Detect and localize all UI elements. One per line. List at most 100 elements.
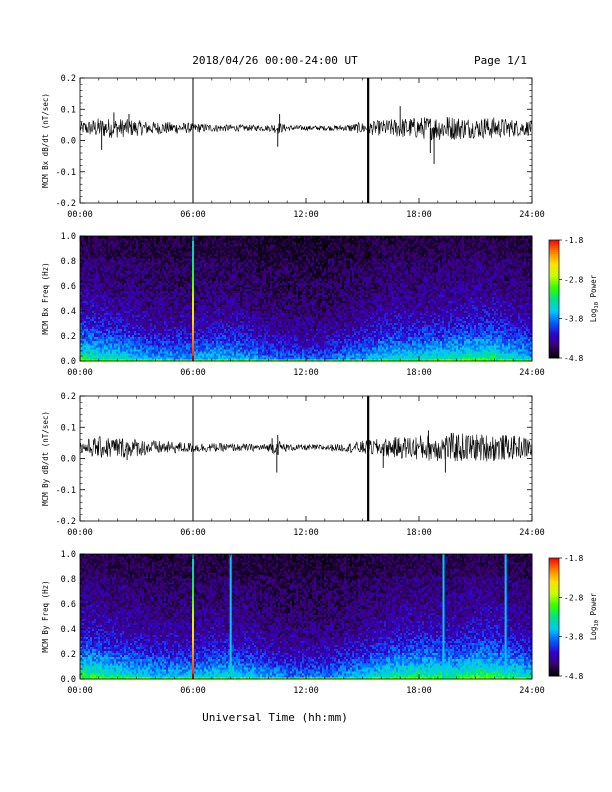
spectrogram-cell [156,282,159,285]
spectrogram-cell [120,286,123,289]
spectrogram-cell [138,246,141,249]
spectrogram-cell [86,354,89,358]
spectrogram-cell [104,304,107,307]
spectrogram-cell [104,286,107,289]
spectrogram-cell [104,272,107,275]
spectrogram-cells [80,236,533,362]
panels-container: 00:00 06:00 12:00 18:00 24:000.20.10.0-0.1-0… [41,74,600,696]
spectrogram-cell [154,304,157,307]
spectrogram-cell [154,276,157,279]
spectrogram-cell [154,322,157,326]
spectrogram-cell [122,296,125,299]
spectrogram-cell [168,258,171,261]
spectrogram-cell [110,246,113,249]
spectrogram-cell [110,292,113,295]
spectrogram-cell [162,258,165,261]
spectrogram-cell [154,238,157,241]
spectrogram-cell [134,356,137,360]
spectrogram-cell [138,320,141,324]
spectrogram-cell [94,292,97,295]
spectrogram-cell [166,280,169,283]
spectrogram-cell [118,246,121,249]
spectrogram-cell [156,306,159,309]
spectrogram-cell [160,304,163,307]
spectrogram-cell [152,236,155,239]
spectrogram-cell [156,288,159,291]
spectrogram-cell [114,338,117,342]
spectrogram-cell [154,318,157,322]
spectrogram-cell [150,336,153,340]
spectrogram-cell [82,254,85,257]
spectrogram-cell [158,306,161,309]
spectrogram-cell [134,358,137,362]
spectrogram-cell [134,272,137,275]
spectrogram-cell [86,288,89,291]
spectrogram-cell [150,356,153,360]
spectrogram-cell [152,304,155,307]
spectrogram-cell [96,292,99,295]
spectrogram-cell [120,340,123,344]
spectrogram-cell [80,260,83,263]
spectrogram-cell [120,248,123,251]
spectrogram-cell [140,308,143,311]
spectrogram-cell [110,304,113,307]
spectrogram-cell [156,358,159,362]
spectrogram-cell [92,292,95,295]
spectrogram-cell [90,308,93,311]
spectrogram-cell [110,294,113,297]
spectrogram-cell [144,322,147,326]
spectrogram-cell [136,284,139,287]
spectrogram-cell [168,314,171,318]
spectrogram-cell [130,330,133,334]
spectrogram-cell [96,312,99,316]
spectrogram-cell [94,274,97,277]
spectrogram-cell [106,342,109,346]
spectrogram-cell [144,346,147,350]
spectrogram-cell [152,260,155,263]
spectrogram-cell [88,246,91,249]
spectrogram-cell [140,290,143,293]
spectrogram-cell [106,306,109,309]
spectrogram-cell [110,328,113,332]
spectrogram-cell [150,248,153,251]
spectrogram-cell [122,274,125,277]
spectrogram-cell [164,344,167,348]
spectrogram-cell [144,268,147,271]
spectrogram-cell [168,290,171,293]
spectrogram-cell [124,328,127,332]
spectrogram-cell [106,324,109,328]
spectrogram-cell [102,242,105,245]
spectrogram-cell [148,280,151,283]
spectrogram-cell [146,338,149,342]
spectrogram-cell [146,302,149,305]
spectrogram-cell [136,342,139,346]
spectrogram-cell [166,284,169,287]
spectrogram-cell [146,252,149,255]
spectrogram-cell [142,246,145,249]
spectrogram-cell [98,354,101,358]
spectrogram-cell [86,298,89,301]
spectrogram-cell [90,310,93,314]
spectrogram-cell [100,240,103,243]
spectrogram-cell [126,326,129,330]
spectrogram-cell [116,276,119,279]
spectrogram-cell [114,244,117,247]
spectrogram-cell [122,288,125,291]
spectrogram-cell [130,244,133,247]
spectrogram-cell [150,286,153,289]
spectrogram-cell [86,276,89,279]
spectrogram-cell [146,356,149,360]
spectrogram-cell [80,252,83,255]
spectrogram-cell [154,240,157,243]
spectrogram-cell [132,280,135,283]
spectrogram-cell [116,348,119,352]
spectrogram-cell [94,336,97,340]
spectrogram-cell [86,240,89,243]
spectrogram-cell [92,314,95,318]
spectrogram-cell [144,238,147,241]
spectrogram-cell [136,300,139,303]
spectrogram-cell [104,324,107,328]
spectrogram-cell [114,322,117,326]
spectrogram-cell [166,254,169,257]
spectrogram-cell [96,238,99,241]
